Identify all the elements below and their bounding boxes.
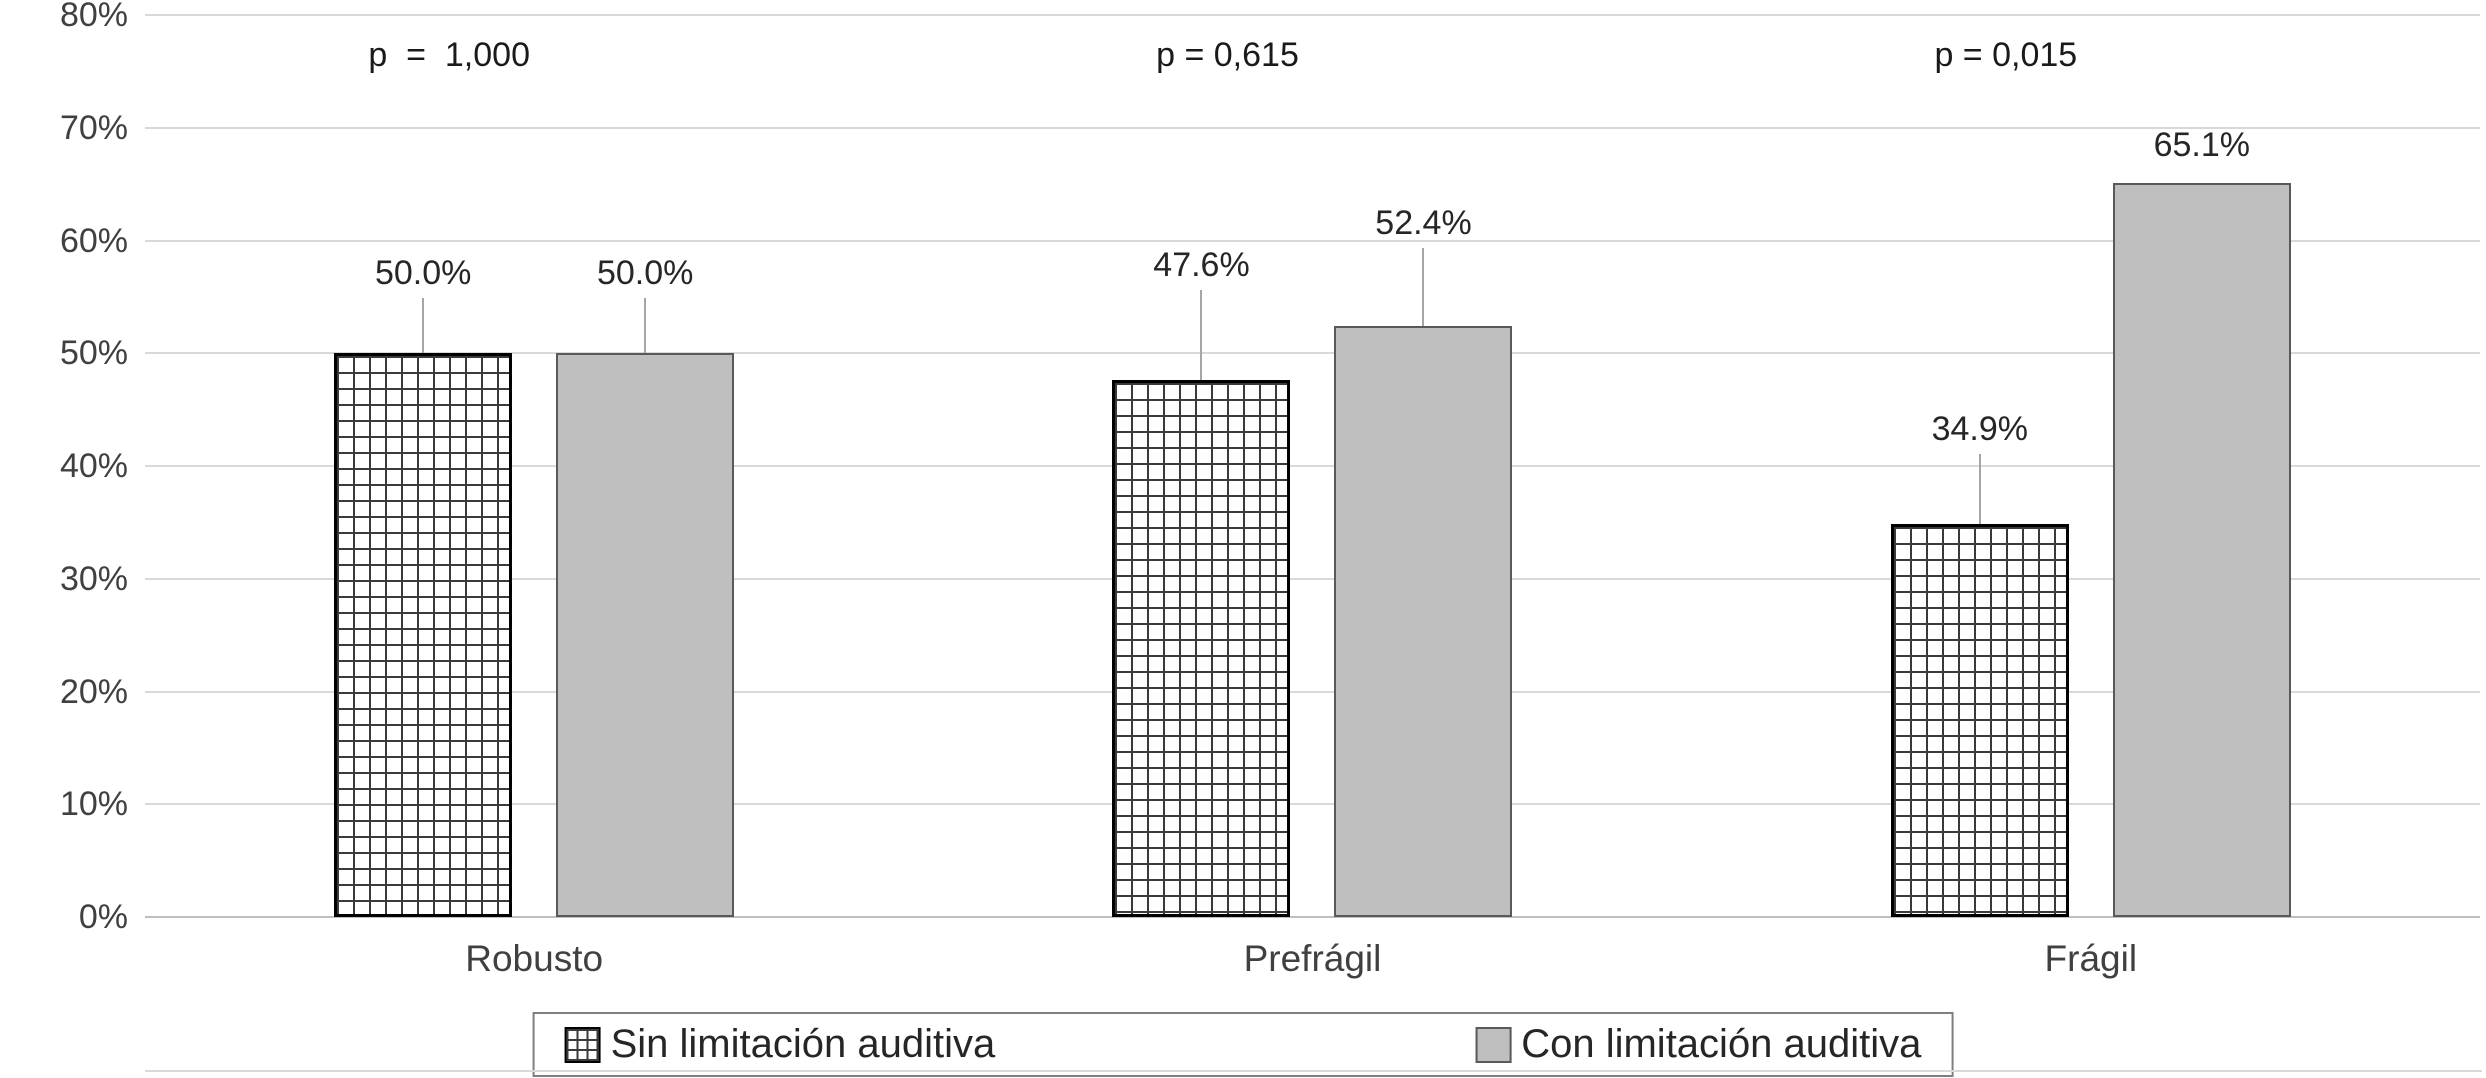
legend-label: Sin limitación auditiva [610, 1022, 996, 1066]
bar-value-label: 34.9% [1931, 409, 2029, 448]
label-leader-line [1422, 248, 1425, 327]
bar-and-label: 65.1% [2112, 126, 2291, 917]
bar-value-label: 52.4% [1375, 204, 1472, 243]
bar-value-label: 47.6% [1153, 246, 1250, 285]
gridline [145, 465, 2480, 467]
gridline [145, 126, 2480, 129]
bar-sin-limitacion-auditiva [1112, 380, 1291, 917]
x-axis-category-label: Frágil [2044, 938, 2138, 979]
label-leader-line [1978, 453, 1981, 524]
gridline [145, 916, 2480, 918]
legend-entry: Sin limitación auditiva [564, 1022, 996, 1067]
label-leader-line [422, 298, 425, 354]
bar-group: 50.0% 50.0% [145, 254, 923, 917]
bottom-border-line [145, 1070, 2482, 1072]
label-leader-line [1200, 290, 1203, 381]
y-axis-tick-label: 10% [59, 785, 128, 824]
legend-swatch-crosshatch [564, 1026, 601, 1063]
gridline [145, 803, 2480, 806]
bar-con-limitacion-auditiva [2112, 183, 2291, 917]
bar-and-label: 50.0% [556, 254, 735, 917]
y-axis-tick-label: 40% [59, 447, 128, 485]
y-axis-tick-label: 0% [78, 898, 128, 936]
bar-and-label: 47.6% [1112, 246, 1291, 917]
p-value-label: p = 1,000 [368, 36, 530, 74]
bar-sin-limitacion-auditiva [1890, 523, 2069, 917]
bar-and-label: 52.4% [1334, 204, 1513, 917]
legend-entry: Con limitación auditiva [1475, 1022, 1921, 1067]
legend-label: Con limitación auditiva [1521, 1022, 1922, 1066]
y-axis-tick-label: 50% [59, 334, 128, 373]
bar-group: 47.6% 52.4% [923, 204, 1701, 917]
p-value-label: p = 0,015 [1934, 36, 2078, 74]
gridline [145, 352, 2480, 355]
label-leader-line [644, 298, 647, 354]
gridline [145, 239, 2480, 242]
p-value-label: p = 0,615 [1156, 36, 1299, 74]
legend: Sin limitación auditiva Con limitación au… [532, 1012, 1954, 1077]
y-axis-tick-label: 80% [59, 0, 128, 34]
bar-group: 34.9% 65.1% [1702, 126, 2480, 917]
bar-value-label: 50.0% [596, 254, 694, 293]
y-axis-tick-label: 60% [59, 221, 128, 260]
bar-value-label: 65.1% [2153, 126, 2251, 164]
bar-sin-limitacion-auditiva [334, 353, 513, 917]
gridline [145, 690, 2480, 693]
y-axis-tick-label: 30% [59, 559, 128, 598]
legend-swatch-gray [1475, 1026, 1512, 1063]
bar-con-limitacion-auditiva [556, 353, 735, 917]
bar-and-label: 50.0% [334, 254, 513, 917]
y-axis-tick-label: 20% [59, 672, 128, 711]
gridline [145, 577, 2480, 580]
y-axis-tick-label: 70% [59, 108, 128, 147]
bar-con-limitacion-auditiva [1334, 326, 1513, 917]
bar-value-label: 50.0% [374, 254, 472, 293]
gridline [145, 14, 2480, 16]
bar-and-label: 34.9% [1890, 409, 2069, 917]
x-axis-category-label: Prefrágil [1243, 938, 1382, 979]
x-axis-category-label: Robusto [465, 938, 604, 979]
